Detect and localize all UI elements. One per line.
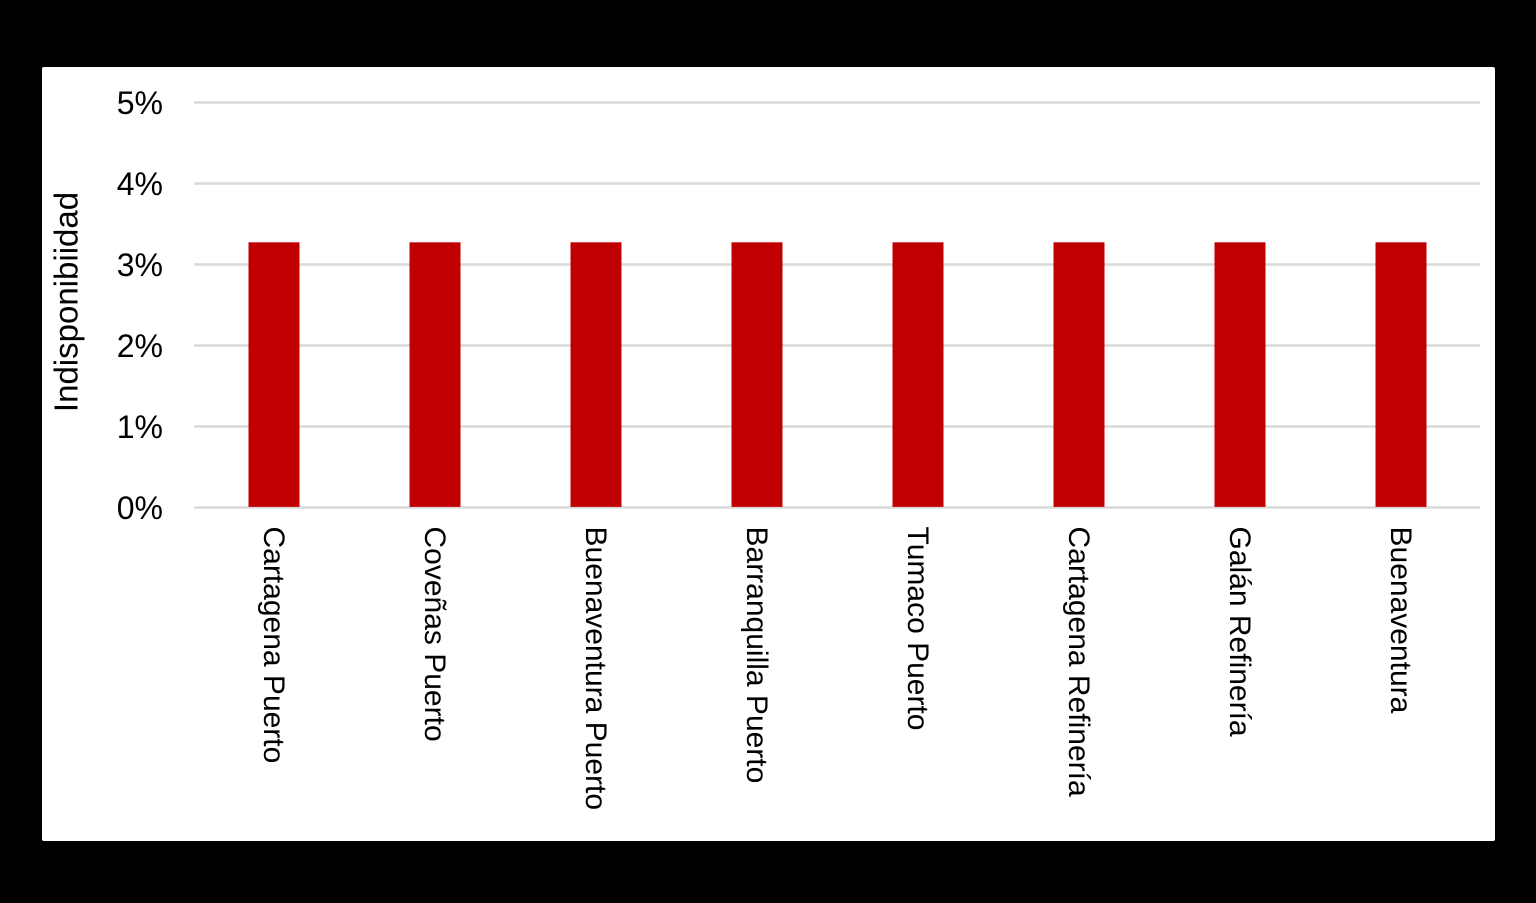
svg-text:0%: 0%	[117, 490, 163, 526]
svg-text:Barranquilla Puerto: Barranquilla Puerto	[740, 527, 773, 784]
svg-text:Coveñas Puerto: Coveñas Puerto	[418, 527, 451, 742]
svg-text:Cartagena Puerto: Cartagena Puerto	[257, 527, 290, 764]
svg-text:Cartagena Refinería: Cartagena Refinería	[1062, 527, 1095, 797]
svg-text:Galán Refinería: Galán Refinería	[1223, 527, 1256, 737]
svg-text:3%: 3%	[117, 247, 163, 283]
svg-text:Tumaco Puerto: Tumaco Puerto	[901, 527, 934, 731]
svg-text:5%: 5%	[117, 85, 163, 121]
svg-text:1%: 1%	[117, 409, 163, 445]
svg-text:4%: 4%	[117, 166, 163, 202]
svg-text:2%: 2%	[117, 328, 163, 364]
svg-text:Indisponibiidad: Indisponibiidad	[48, 192, 85, 412]
svg-text:Buenaventura Puerto: Buenaventura Puerto	[579, 527, 612, 811]
svg-text:Buenaventura: Buenaventura	[1384, 527, 1417, 714]
